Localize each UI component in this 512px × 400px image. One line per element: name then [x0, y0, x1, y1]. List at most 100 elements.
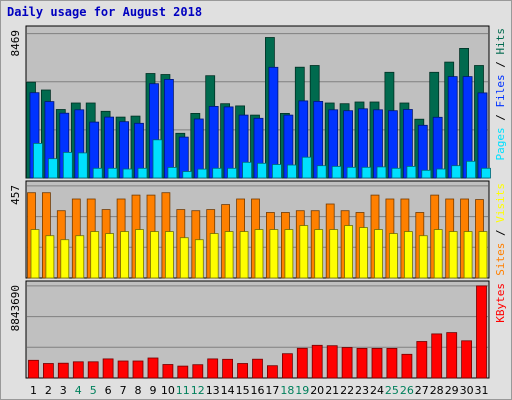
x-tick-label: 5 [90, 384, 97, 397]
bar-pages-day-31 [481, 167, 491, 179]
bar-visits-day-1 [30, 229, 40, 279]
bar-kbytes-day-10 [162, 364, 174, 379]
bar-visits-day-17 [269, 229, 279, 279]
bar-pages-day-9 [152, 139, 163, 179]
bar-pages-day-15 [242, 161, 253, 179]
panel-visits-sites: 457 Sites / Visits [9, 180, 507, 279]
panel-hits-files-pages: 8469 Pages / Files / Hits [9, 25, 507, 179]
bar-visits-day-4 [75, 235, 85, 279]
x-tick-label: 18 [280, 384, 294, 397]
bar-pages-day-6 [107, 167, 118, 179]
x-tick-label: 22 [340, 384, 354, 397]
bar-pages-day-17 [271, 164, 282, 179]
bar-kbytes-day-23 [356, 347, 368, 379]
x-tick-label: 24 [370, 384, 384, 397]
bar-files-day-17 [268, 66, 279, 179]
x-tick-label: 19 [295, 384, 309, 397]
x-tick-label: 20 [310, 384, 324, 397]
bar-pages-day-25 [391, 167, 402, 179]
chart-title: Daily usage for August 2018 [7, 5, 203, 19]
bar-kbytes-day-2 [43, 363, 54, 379]
panel-kbytes: 8843690 KBytes [9, 280, 507, 379]
bar-visits-day-9 [150, 231, 159, 279]
bar-pages-day-22 [346, 166, 357, 179]
x-tick-label: 26 [400, 384, 414, 397]
bar-files-day-10 [163, 79, 174, 179]
legend-item: Hits [494, 28, 507, 55]
x-tick-label: 2 [45, 384, 52, 397]
bar-kbytes-day-24 [371, 347, 383, 379]
bar-visits-day-22 [344, 225, 354, 279]
bar-kbytes-day-21 [326, 345, 338, 379]
bar-kbytes-day-31 [476, 285, 487, 379]
x-tick-label: 17 [265, 384, 279, 397]
bar-pages-day-8 [137, 167, 148, 179]
bar-kbytes-day-29 [446, 332, 458, 379]
legend-item: / [494, 55, 507, 75]
bar-kbytes-day-13 [207, 358, 219, 379]
bar-pages-day-23 [361, 166, 372, 179]
x-tick-label: 29 [445, 384, 459, 397]
bar-visits-day-7 [120, 231, 129, 279]
bar-kbytes-day-25 [386, 347, 398, 379]
bar-pages-day-7 [122, 168, 133, 179]
bar-files-day-29 [447, 76, 458, 179]
bar-pages-day-20 [316, 165, 327, 179]
bar-visits-day-21 [329, 229, 339, 279]
bar-pages-day-30 [466, 160, 477, 179]
x-tick-label: 23 [355, 384, 369, 397]
bar-kbytes-day-3 [57, 362, 69, 379]
bar-kbytes-day-19 [296, 347, 308, 379]
legend: Pages / Files / Hits [494, 28, 507, 161]
bar-kbytes-day-28 [431, 333, 443, 379]
bar-kbytes-day-18 [281, 353, 293, 379]
bar-kbytes-day-11 [177, 365, 189, 379]
x-tick-label: 8 [135, 384, 142, 397]
bar-pages-day-5 [92, 167, 103, 179]
x-tick-label: 6 [105, 384, 112, 397]
bar-pages-day-28 [436, 168, 447, 179]
x-tick-label: 25 [385, 384, 399, 397]
bar-pages-day-29 [451, 165, 462, 179]
x-tick-label: 16 [251, 384, 265, 397]
x-tick-label: 28 [430, 384, 444, 397]
legend-item: KBytes [494, 283, 507, 323]
bar-pages-day-27 [421, 169, 432, 179]
bar-pages-day-19 [301, 156, 312, 179]
bar-visits-day-3 [60, 239, 70, 279]
bar-kbytes-day-1 [28, 359, 39, 379]
bar-visits-day-2 [45, 235, 55, 279]
bar-visits-day-14 [224, 231, 234, 279]
bar-pages-day-18 [286, 164, 297, 179]
x-tick-label: 30 [460, 384, 474, 397]
bar-visits-day-6 [105, 233, 114, 279]
bar-pages-day-13 [212, 167, 223, 179]
legend-item: Sites [494, 243, 507, 276]
bar-kbytes-day-16 [252, 358, 263, 379]
bar-visits-day-19 [299, 225, 309, 279]
legend-item: / [494, 108, 507, 128]
bar-kbytes-day-27 [416, 341, 428, 379]
bar-pages-day-14 [227, 167, 238, 179]
bar-visits-day-30 [463, 231, 473, 279]
x-tick-label: 7 [120, 384, 127, 397]
x-tick-label: 21 [325, 384, 339, 397]
bar-visits-day-16 [254, 229, 264, 279]
x-tick-label: 12 [191, 384, 205, 397]
bar-visits-day-23 [359, 227, 368, 279]
x-tick-label: 10 [161, 384, 175, 397]
axis-max-label: 8469 [9, 30, 22, 57]
bar-files-day-14 [223, 106, 234, 179]
bar-pages-day-4 [77, 152, 88, 179]
axis-max-label: 457 [9, 185, 22, 205]
bar-kbytes-day-26 [401, 353, 413, 379]
bar-visits-day-18 [284, 229, 294, 279]
bar-pages-day-21 [331, 165, 342, 179]
bar-kbytes-day-30 [461, 340, 473, 379]
bar-visits-day-29 [448, 231, 458, 279]
bar-visits-day-31 [478, 231, 488, 279]
bar-visits-day-24 [374, 229, 383, 279]
bar-kbytes-day-17 [266, 365, 278, 379]
bar-kbytes-day-7 [117, 360, 129, 379]
